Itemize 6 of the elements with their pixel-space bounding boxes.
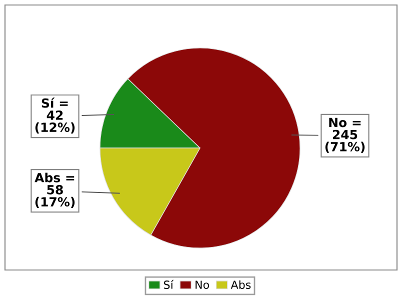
data-label: Abs = 58 (17%) <box>34 172 75 208</box>
data-label: No = 245 (71%) <box>325 118 365 153</box>
data-label: Sí = 42 (12%) <box>35 98 75 134</box>
legend-label: Abs <box>230 280 251 289</box>
legend-label: Sí <box>164 280 174 289</box>
legend-label: No <box>196 280 210 289</box>
